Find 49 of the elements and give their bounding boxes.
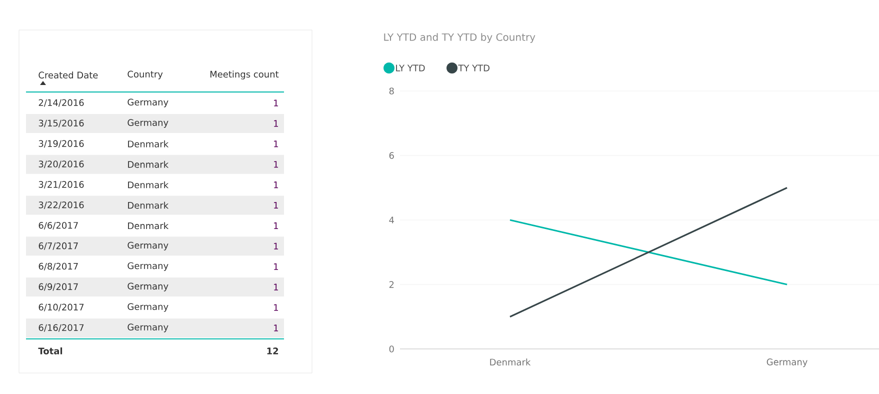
- text: 6/10/2017: [38, 304, 84, 312]
- text: Meetings count: [210, 70, 279, 80]
- text: 1: [274, 140, 278, 148]
- legend-label: TY YTD: [458, 64, 490, 72]
- text: Denmark: [128, 160, 169, 168]
- text: 12: [267, 348, 278, 354]
- y-tick-label: 4: [389, 216, 394, 224]
- text: 1: [274, 222, 278, 229]
- text: 1: [274, 242, 278, 250]
- text: 1: [274, 202, 278, 209]
- text: Country: [128, 70, 163, 80]
- legend-label: LY YTD: [396, 64, 425, 72]
- text: Total: [38, 347, 62, 354]
- chart-title: LY YTD and TY YTD by Country: [384, 33, 536, 43]
- text: Denmark: [128, 140, 169, 148]
- text: 6/8/2017: [38, 262, 78, 270]
- text: 1: [274, 120, 278, 127]
- text: 3/21/2016: [38, 181, 84, 189]
- text: 1: [274, 182, 278, 188]
- text: Germany: [128, 303, 168, 312]
- y-tick-label: 0: [389, 346, 394, 352]
- text: 1: [274, 161, 278, 168]
- text: 3/20/2016: [38, 160, 84, 168]
- text: Denmark: [128, 202, 169, 209]
- y-tick-label: 8: [389, 88, 394, 94]
- text: Germany: [128, 242, 168, 250]
- text: 3/15/2016: [38, 120, 84, 128]
- text: 1: [274, 304, 278, 311]
- text: 3/19/2016: [38, 140, 84, 148]
- text: 1: [274, 100, 278, 106]
- text: 3/22/2016: [38, 201, 84, 209]
- y-tick-label: 6: [389, 152, 394, 159]
- y-tick-label: 2: [389, 281, 394, 288]
- text: Created Date: [38, 72, 98, 78]
- text: Germany: [128, 324, 168, 332]
- text: Germany: [128, 119, 168, 128]
- text: Denmark: [128, 222, 169, 230]
- text: 2/14/2016: [38, 99, 84, 107]
- text: 6/9/2017: [38, 283, 78, 291]
- text: Germany: [128, 282, 168, 292]
- text: Germany: [128, 98, 168, 108]
- text: 6/6/2017: [38, 222, 78, 230]
- text: 6/7/2017: [38, 242, 78, 250]
- text: 1: [274, 324, 278, 332]
- text: 1: [274, 284, 278, 290]
- text: 1: [274, 263, 278, 270]
- text: Denmark: [128, 181, 169, 188]
- text: 6/16/2017: [38, 324, 84, 332]
- text: Germany: [128, 262, 168, 271]
